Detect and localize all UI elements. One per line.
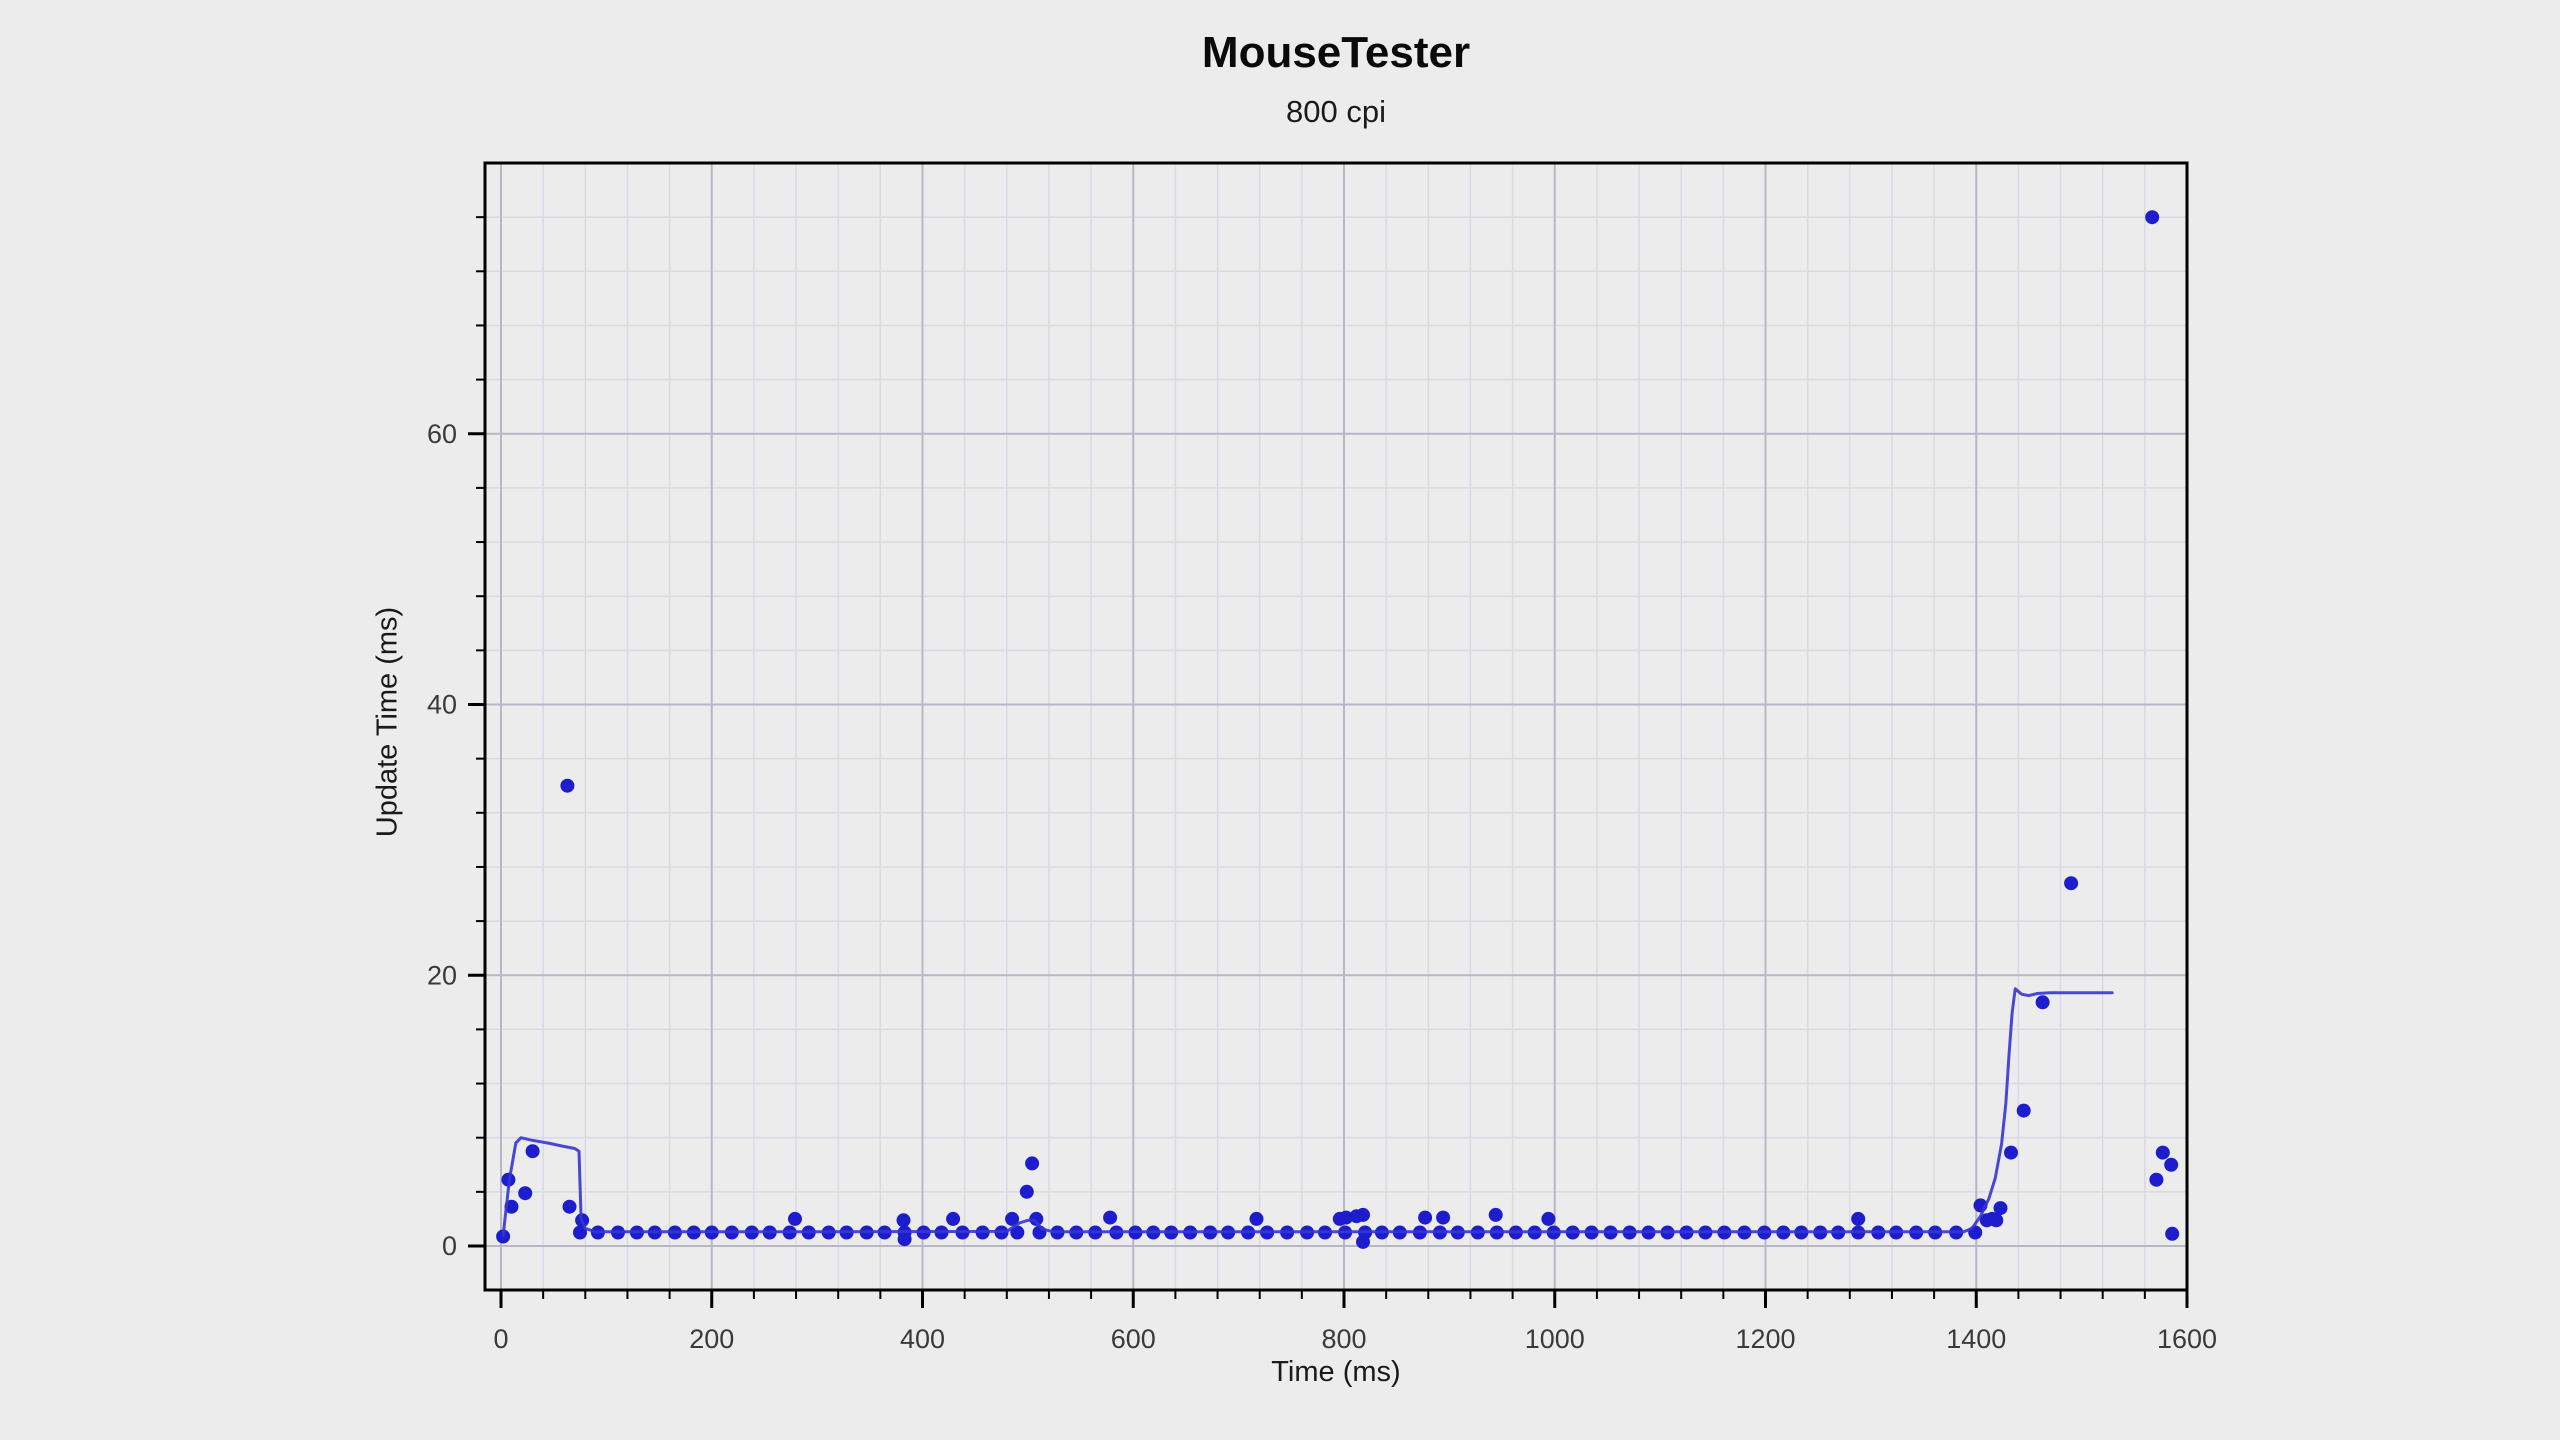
svg-text:0: 0 [442,1231,457,1261]
svg-text:1000: 1000 [1525,1324,1585,1354]
svg-text:600: 600 [1111,1324,1156,1354]
x-tick-labels: 0 200 400 600 800 1000 1200 1400 1600 [493,1324,2217,1354]
svg-text:200: 200 [689,1324,734,1354]
svg-text:800: 800 [1321,1324,1366,1354]
x-axis-title: Time (ms) [1271,1356,1401,1388]
chart-subtitle: 800 cpi [1286,94,1386,129]
axis-ticks [468,216,2189,1308]
y-axis-title: Update Time (ms) [371,606,404,838]
svg-text:1400: 1400 [1946,1324,2006,1354]
svg-text:60: 60 [427,419,457,449]
svg-text:1600: 1600 [2157,1324,2217,1354]
svg-text:1200: 1200 [1735,1324,1795,1354]
svg-text:0: 0 [493,1324,508,1354]
smoothed-average-line [501,987,2114,1238]
chart-title: MouseTester [1201,28,1471,77]
svg-text:400: 400 [900,1324,945,1354]
svg-text:20: 20 [427,960,457,990]
update-time-points [496,210,2180,1249]
minor-gridlines [485,163,2187,1290]
y-tick-labels: 0 20 40 60 [427,419,457,1261]
plot-frame [483,161,2189,1292]
major-gridlines [485,163,2187,1290]
svg-text:40: 40 [427,690,457,720]
